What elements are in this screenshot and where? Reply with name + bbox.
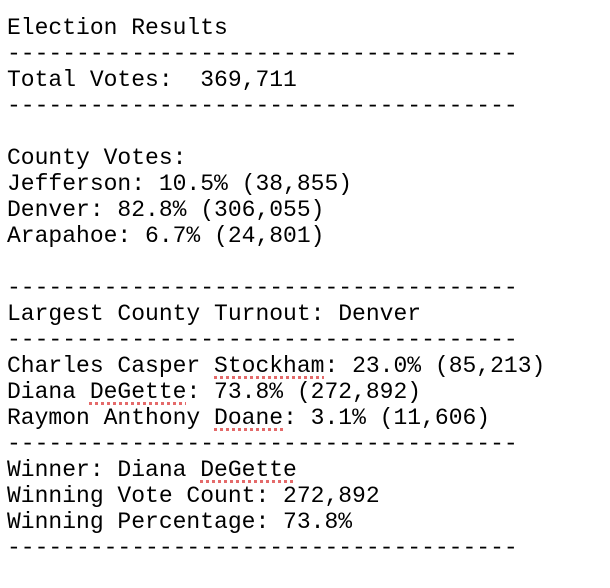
- text-segment: : 23.0% (85,213): [324, 353, 546, 379]
- text-line: County Votes:: [7, 145, 187, 171]
- text-line: Raymon Anthony Doane: 3.1% (11,606): [7, 405, 610, 431]
- text-line: -------------------------------------: [7, 41, 518, 67]
- text-line: Diana DeGette: 73.8% (272,892): [7, 379, 610, 405]
- text-line: Winning Vote Count: 272,892: [7, 483, 380, 509]
- text-segment: Diana: [7, 379, 90, 405]
- text-line: Winner: Diana DeGette: [7, 457, 610, 483]
- text-line: -------------------------------------: [7, 327, 518, 353]
- text-block: ------------------------------------- Lar…: [7, 275, 610, 561]
- text-line: Denver: 82.8% (306,055): [7, 197, 325, 223]
- text-line: Election Results: [7, 15, 228, 41]
- text-line: Largest County Turnout: Denver: [7, 301, 422, 327]
- text-segment: Winner: Diana: [7, 457, 201, 483]
- text-line: -------------------------------------: [7, 93, 518, 119]
- text-line: Jefferson: 10.5% (38,855): [7, 171, 353, 197]
- text-block: County Votes: Jefferson: 10.5% (38,855) De…: [7, 145, 610, 249]
- text-line: Winning Percentage: 73.8%: [7, 509, 353, 535]
- text-segment: : 73.8% (272,892): [186, 379, 422, 405]
- text-line: Charles Casper Stockham: 23.0% (85,213): [7, 353, 610, 379]
- text-segment: Charles Casper: [7, 353, 215, 379]
- text-segment: Raymon Anthony: [7, 405, 215, 431]
- text-line: Arapahoe: 6.7% (24,801): [7, 223, 325, 249]
- text-line: -------------------------------------: [7, 275, 518, 301]
- spellcheck-flagged-word: Doane: [214, 405, 284, 431]
- spellcheck-flagged-word: Stockham: [214, 353, 325, 379]
- text-segment: : 3.1% (11,606): [283, 405, 491, 431]
- text-line: -------------------------------------: [7, 535, 518, 561]
- text-block: Election Results ------------------------…: [7, 15, 610, 119]
- spellcheck-flagged-word: DeGette: [200, 457, 297, 483]
- spellcheck-flagged-word: DeGette: [89, 379, 187, 405]
- text-line: -------------------------------------: [7, 431, 518, 457]
- text-line: Total Votes: 369,711: [7, 67, 297, 93]
